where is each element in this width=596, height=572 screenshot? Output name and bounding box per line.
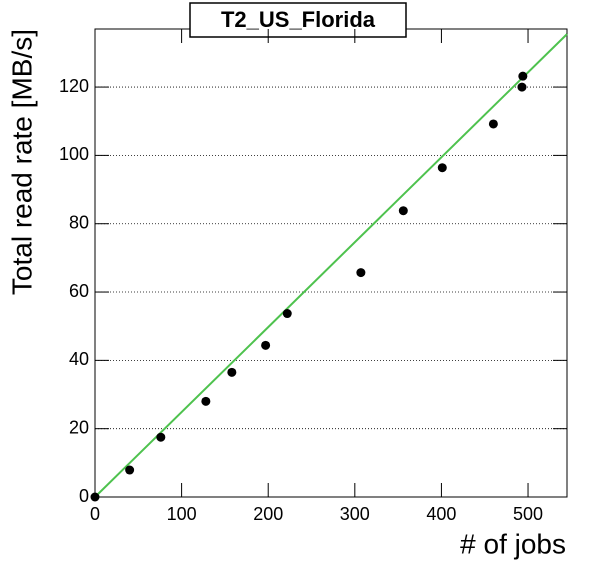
data-point: [517, 82, 527, 92]
data-point: [90, 492, 100, 502]
data-point: [488, 119, 498, 129]
chart-title: T2_US_Florida: [221, 7, 376, 32]
data-point: [156, 432, 166, 442]
x-tick-label: 400: [426, 504, 456, 524]
y-tick-label: 100: [59, 144, 89, 164]
data-point: [437, 163, 447, 173]
data-point: [227, 367, 237, 377]
y-tick-label: 40: [69, 349, 89, 369]
title-box: [189, 2, 407, 38]
x-tick-label: 0: [90, 504, 100, 524]
x-tick-label: 500: [513, 504, 543, 524]
x-tick-label: 100: [167, 504, 197, 524]
data-point: [398, 206, 408, 216]
data-point: [518, 71, 528, 81]
data-point: [125, 465, 135, 475]
data-point: [282, 309, 292, 319]
y-tick-label: 80: [69, 212, 89, 232]
data-point: [201, 396, 211, 406]
y-tick-label: 120: [59, 76, 89, 96]
y-tick-label: 20: [69, 417, 89, 437]
fit-line: [94, 33, 568, 498]
data-point: [261, 340, 271, 350]
y-tick-label: 0: [79, 486, 89, 506]
y-tick-label: 60: [69, 281, 89, 301]
x-axis-label: # of jobs: [460, 528, 566, 559]
x-tick-label: 200: [253, 504, 283, 524]
data-point: [356, 268, 366, 278]
y-axis-label: Total read rate [MB/s]: [6, 29, 37, 295]
x-tick-label: 300: [340, 504, 370, 524]
